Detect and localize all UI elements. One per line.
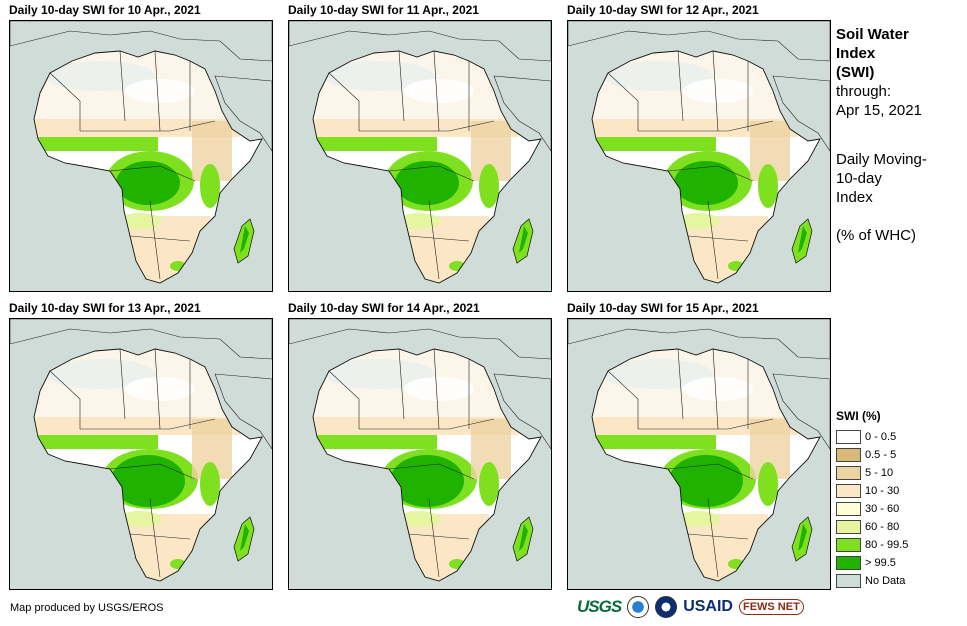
africa-map <box>288 318 552 590</box>
legend-label: 0.5 - 5 <box>865 449 897 461</box>
africa-map-svg <box>568 21 830 284</box>
legend-swatch <box>836 502 861 516</box>
legend-item: 80 - 99.5 <box>836 536 908 554</box>
legend-item: 60 - 80 <box>836 518 908 536</box>
legend-swatch <box>836 520 861 534</box>
legend-label: 80 - 99.5 <box>865 539 909 551</box>
legend-swatch <box>836 448 861 462</box>
noaa-logo-icon <box>627 596 650 618</box>
description-title-line3: (SWI) <box>836 64 875 81</box>
africa-map-svg <box>568 319 830 582</box>
legend-label: No Data <box>865 575 906 587</box>
description-line3: Index <box>836 189 873 206</box>
africa-map <box>9 20 273 292</box>
africa-map-svg <box>289 21 551 284</box>
legend-swatch <box>836 430 861 444</box>
through-date: Apr 15, 2021 <box>836 102 922 119</box>
legend-label: 5 - 10 <box>865 467 894 479</box>
legend-item: 5 - 10 <box>836 464 908 482</box>
legend-label: > 99.5 <box>865 557 896 569</box>
africa-map-svg <box>289 319 551 582</box>
logo-bar: USGS USAID FEWS NET <box>577 593 804 621</box>
legend-swatch <box>836 574 861 588</box>
usaid-seal-icon <box>655 596 678 618</box>
panel-title: Daily 10-day SWI for 13 Apr., 2021 <box>9 301 201 315</box>
legend-item: > 99.5 <box>836 554 908 572</box>
description-title-line2: Index <box>836 45 876 62</box>
legend-item: 10 - 30 <box>836 482 908 500</box>
through-label: through: <box>836 83 892 100</box>
description-title-line1: Soil Water <box>836 26 909 43</box>
legend-item: No Data <box>836 572 908 590</box>
panel-title: Daily 10-day SWI for 14 Apr., 2021 <box>288 301 480 315</box>
africa-map <box>567 20 831 292</box>
legend-swatch <box>836 538 861 552</box>
legend-swatch <box>836 466 861 480</box>
legend-item: 0.5 - 5 <box>836 446 908 464</box>
legend-item: 30 - 60 <box>836 500 908 518</box>
africa-map <box>567 318 831 590</box>
legend-label: 30 - 60 <box>865 503 900 515</box>
legend-item: 0 - 0.5 <box>836 428 908 446</box>
description-line1: Daily Moving- <box>836 151 927 168</box>
fews-net-logo: FEWS NET <box>738 599 804 615</box>
africa-map-svg <box>10 319 272 582</box>
usgs-logo: USGS <box>577 597 622 616</box>
legend-swatch <box>836 484 861 498</box>
usaid-logo: USAID <box>683 598 733 615</box>
map-description: Soil Water Index (SWI) through: Apr 15, … <box>836 25 927 245</box>
africa-map-svg <box>10 21 272 284</box>
legend-title: SWI (%) <box>836 409 881 423</box>
legend-label: 60 - 80 <box>865 521 900 533</box>
africa-map <box>288 20 552 292</box>
units-label: (% of WHC) <box>836 227 916 244</box>
panel-title: Daily 10-day SWI for 11 Apr., 2021 <box>288 3 479 17</box>
legend-label: 10 - 30 <box>865 485 900 497</box>
description-line2: 10-day <box>836 170 882 187</box>
panel-title: Daily 10-day SWI for 15 Apr., 2021 <box>567 301 759 315</box>
legend-label: 0 - 0.5 <box>865 431 897 443</box>
legend: SWI (%) 0 - 0.5 0.5 - 5 5 - 10 10 - 30 30 - … <box>836 409 908 590</box>
credit-text: Map produced by USGS/EROS <box>10 602 164 614</box>
legend-swatch <box>836 556 861 570</box>
panel-title: Daily 10-day SWI for 10 Apr., 2021 <box>9 3 201 17</box>
africa-map <box>9 318 273 590</box>
panel-title: Daily 10-day SWI for 12 Apr., 2021 <box>567 3 759 17</box>
